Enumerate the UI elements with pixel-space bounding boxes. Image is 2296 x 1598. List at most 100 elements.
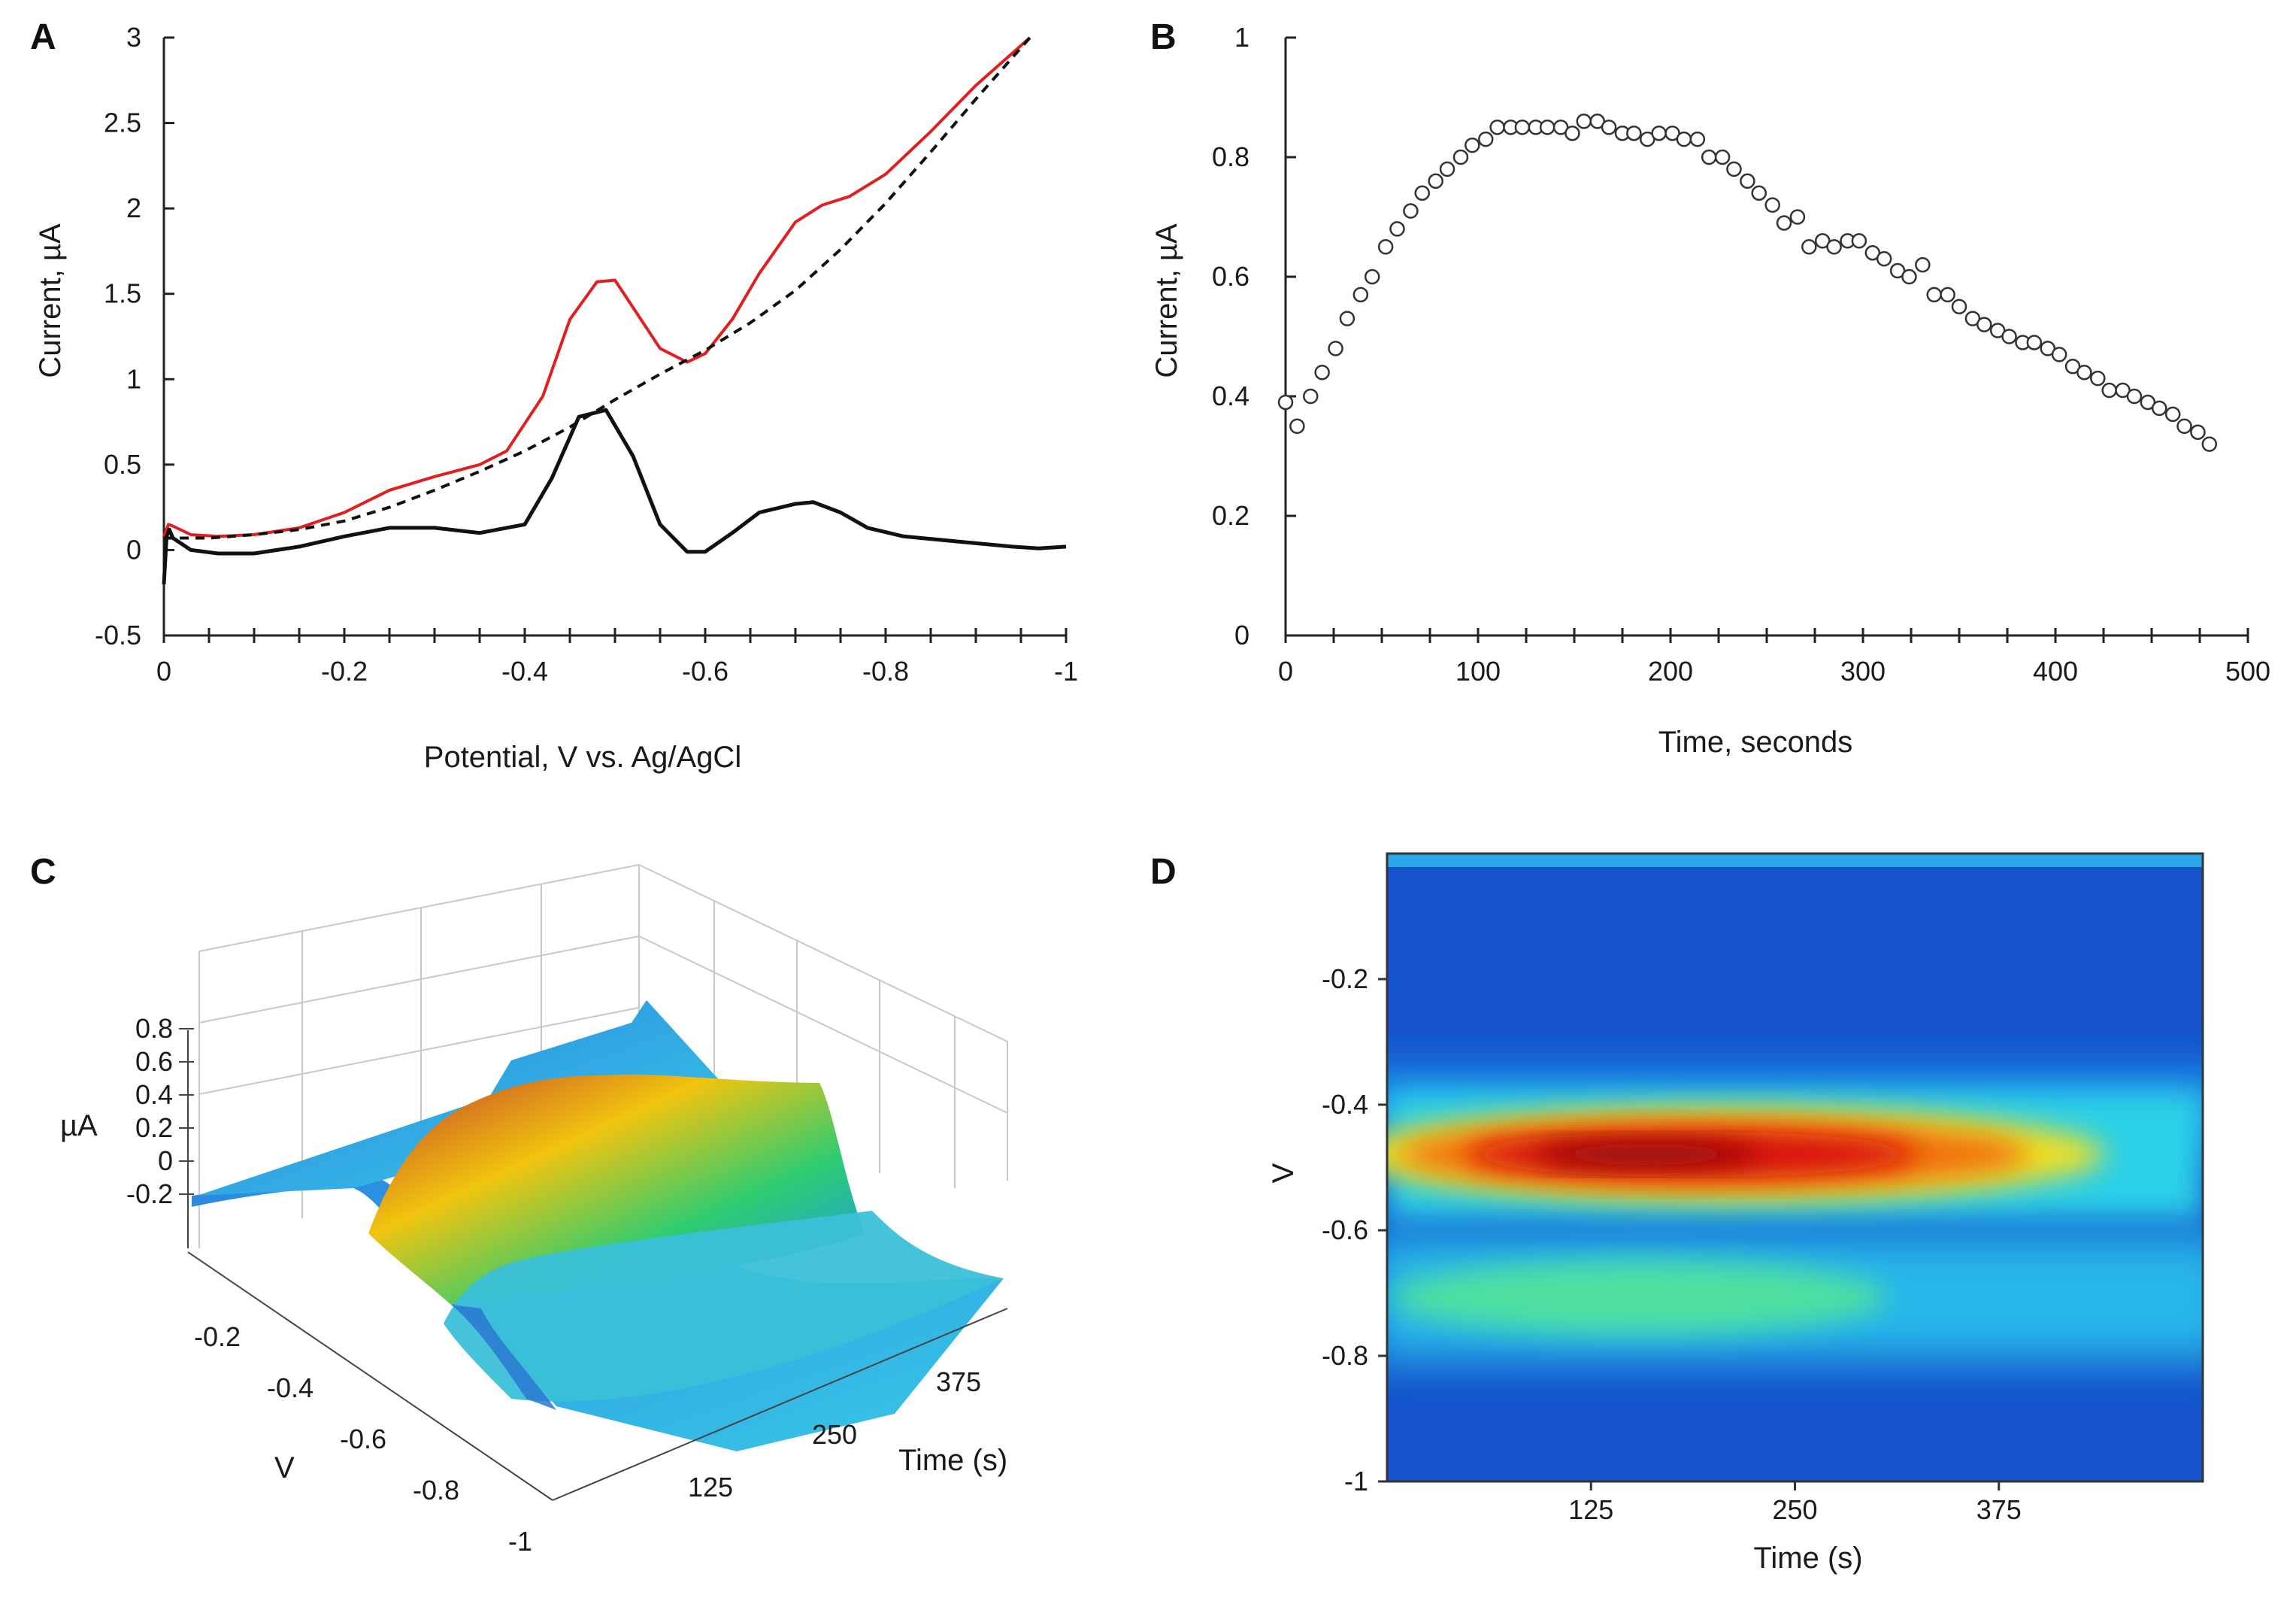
chart-d-y-tick-label: -1: [1344, 1466, 1368, 1496]
chart-b-point: [1389, 221, 1405, 237]
chart-c-surface-front-fold: [451, 1305, 556, 1410]
chart-c-surface-back-ridge: [197, 1000, 722, 1196]
chart-d-band-second-core: [1391, 1261, 1887, 1333]
chart-b-point: [1801, 239, 1817, 255]
chart-a: -0.5 0 0.5 1 1.5 2 2.5 3 0 -0.2 -0.4 -0.6 -0.8 -1 Cur…: [34, 22, 1078, 774]
chart-d-axes: -0.2 -0.4 -0.6 -0.8 -1 125 250 375: [1322, 852, 2204, 1525]
chart-b-point: [1776, 215, 1792, 231]
chart-b-point: [1926, 287, 1942, 303]
chart-b-point: [1328, 341, 1343, 356]
chart-c-z-tick-label: 0.6: [135, 1046, 173, 1077]
chart-b-point: [1452, 149, 1469, 165]
chart-a-series: [162, 36, 1067, 585]
chart-b-point: [1303, 388, 1319, 405]
chart-a-y-tick-label: 2.5: [104, 108, 141, 138]
chart-a-y-tick-label: 1: [126, 363, 141, 394]
chart-b-y-tick-label: 0: [1234, 620, 1249, 650]
chart-b-ylabel: Current, µA: [1150, 223, 1183, 378]
chart-d-x-tick-label: 125: [1568, 1494, 1613, 1525]
chart-b-y-tick-label: 0.2: [1212, 500, 1249, 531]
chart-b-point: [1689, 131, 1706, 147]
chart-c-v-axis: [187, 1251, 553, 1501]
chart-a-y-tick-label: 1.5: [104, 278, 141, 309]
chart-c-v-tick-label: -0.6: [340, 1424, 386, 1454]
chart-d-band-main-peak: [1534, 1142, 1759, 1166]
chart-c-grid-top: [198, 863, 1008, 1181]
chart-b-x-tick-label: 200: [1648, 656, 1693, 687]
chart-d-y-tick-label: -0.4: [1322, 1089, 1368, 1120]
chart-c-grid-h2: [198, 1007, 640, 1095]
chart-b-point: [1564, 125, 1580, 141]
chart-b-point: [2164, 406, 2181, 423]
chart-b-x-tick-label: 300: [1840, 656, 1886, 687]
chart-c-grid-h3: [638, 935, 1008, 1114]
chart-c-z-tick-label: 0: [158, 1145, 173, 1176]
chart-b-point: [2051, 347, 2067, 362]
chart-b-y-tick-label: 0.8: [1212, 141, 1249, 172]
chart-b-point: [1428, 173, 1443, 190]
chart-b-point: [1439, 161, 1455, 177]
chart-b-point: [1651, 125, 1667, 141]
chart-b-point: [1539, 120, 1555, 135]
chart-a-x-tick-label: -0.6: [682, 656, 728, 687]
chart-a-x-tick-label: -0.2: [321, 656, 368, 687]
chart-c-z-tick-label: 0.8: [135, 1013, 173, 1044]
chart-b-point: [2126, 388, 2143, 405]
chart-c-z-tick-label: 0.4: [135, 1079, 173, 1110]
chart-a-series-raw: [162, 36, 1031, 538]
chart-b-x-tick-label: 400: [2033, 656, 2078, 687]
chart-c-z-tick-label: 0.2: [135, 1112, 173, 1143]
chart-b-x-tick-label: 0: [1278, 656, 1293, 687]
chart-c-z-tick-label: -0.2: [126, 1178, 173, 1209]
chart-b-point: [1951, 299, 1967, 314]
chart-b-point: [1576, 114, 1592, 129]
chart-b-point: [2090, 370, 2106, 387]
chart-d-y-tick-label: -0.2: [1322, 963, 1368, 994]
chart-a-axes: -0.5 0 0.5 1 1.5 2 2.5 3 0 -0.2 -0.4 -0.6 -0.8 -1: [95, 22, 1078, 687]
chart-b-xlabel: Time, seconds: [1658, 726, 1853, 759]
chart-d-x-tick-label: 250: [1772, 1494, 1817, 1525]
chart-c-t-tick-label: 250: [812, 1419, 857, 1450]
chart-b-point: [1289, 418, 1305, 434]
chart-b-point: [2001, 329, 2017, 344]
chart-b-y-tick-label: 0.4: [1212, 381, 1249, 411]
chart-c-v-tick-label: -0.2: [194, 1321, 241, 1352]
chart-c-zlabel: µA: [60, 1109, 98, 1142]
chart-b-y-tick-label: 1: [1234, 22, 1249, 53]
chart-d-ylabel: V: [1267, 1163, 1300, 1183]
chart-c-vlabel: V: [274, 1451, 295, 1484]
chart-a-x-tick-label: -0.8: [862, 656, 909, 687]
chart-b-axes: 0 0.2 0.4 0.6 0.8 1 0 100 200 300 400 500: [1212, 22, 2270, 687]
chart-b-point: [1789, 209, 1806, 225]
chart-d-y-tick-label: -0.8: [1322, 1340, 1368, 1371]
chart-b-point: [1465, 137, 1480, 153]
chart-b-x-tick-label: 100: [1455, 656, 1501, 687]
chart-d-xlabel: Time (s): [1753, 1542, 1862, 1575]
chart-b-point: [1851, 233, 1867, 249]
chart-b-point: [2026, 335, 2043, 350]
chart-b-point: [1414, 185, 1431, 201]
chart-b-point: [1277, 394, 1294, 411]
chart-b-point: [1352, 287, 1369, 303]
chart-a-ylabel: Current, µA: [34, 223, 67, 378]
chart-d: -0.2 -0.4 -0.6 -0.8 -1 125 250 375 V Time (s): [1267, 852, 2204, 1575]
chart-b-point: [1714, 149, 1731, 165]
chart-b-point: [2201, 436, 2218, 452]
chart-b-point: [1701, 149, 1717, 165]
chart-b-point: [1915, 256, 1931, 273]
chart-b-point: [1751, 185, 1767, 201]
chart-a-series-baseline-subtracted: [162, 408, 1067, 585]
panel-label-a: A: [30, 17, 56, 57]
chart-b-point: [1314, 364, 1330, 381]
chart-c-grid-h1: [198, 935, 640, 1023]
panel-label-b: B: [1150, 17, 1177, 57]
panel-label-d: D: [1150, 852, 1177, 892]
chart-b-point: [1940, 287, 1955, 303]
chart-c-v-tick-label: -0.4: [267, 1372, 314, 1403]
chart-b-point: [1601, 120, 1617, 135]
chart-b-point: [1403, 203, 1419, 219]
chart-b-point: [1489, 120, 1505, 135]
chart-a-xlabel: Potential, V vs. Ag/AgCl: [424, 741, 741, 774]
chart-b-point: [1676, 131, 1692, 147]
chart-c-v-tick-label: -1: [508, 1526, 532, 1557]
